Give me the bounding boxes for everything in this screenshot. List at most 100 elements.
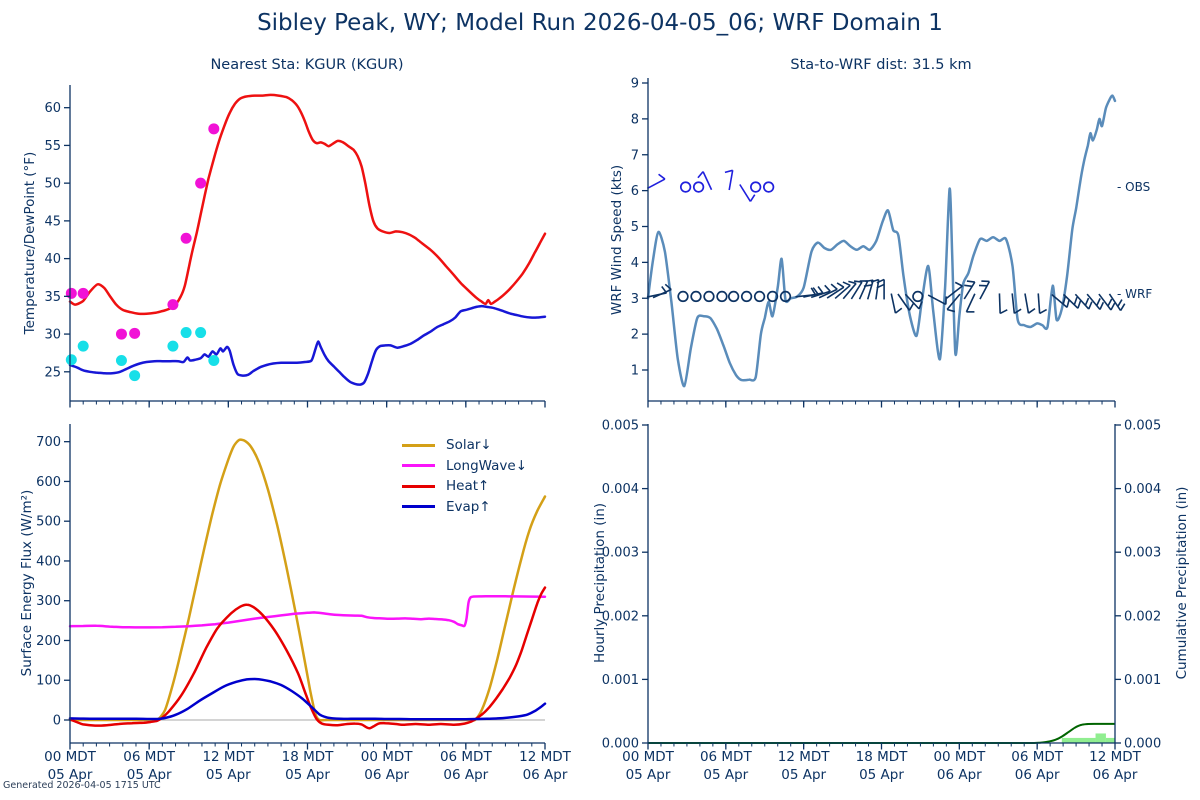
svg-text:12 MDT: 12 MDT — [778, 749, 831, 765]
wind-panel: 1 2 3 4 5 6 7 8 9 — [631, 77, 1126, 408]
svg-text:3: 3 — [631, 292, 639, 307]
energy-y-axis-label: Surface Energy Flux (W/m²) — [19, 489, 35, 677]
heat-line — [68, 586, 547, 730]
svg-text:0.001: 0.001 — [602, 673, 639, 688]
obs-dewpoint-dot — [180, 327, 192, 339]
svg-text:7: 7 — [631, 148, 639, 163]
svg-text:600: 600 — [36, 475, 61, 490]
legend-label-solar: Solar↓ — [446, 437, 492, 454]
obs-temperature-dot — [167, 299, 179, 311]
svg-text:8: 8 — [631, 112, 639, 127]
svg-text:06 MDT: 06 MDT — [700, 749, 753, 765]
svg-text:9: 9 — [631, 77, 639, 92]
obs-barb-row-label: - OBS — [1117, 180, 1151, 194]
svg-text:25: 25 — [44, 365, 61, 380]
svg-text:0.002: 0.002 — [602, 609, 639, 624]
obs-temperature-dot — [129, 327, 141, 339]
legend-label-longwave: LongWave↓ — [446, 457, 528, 474]
svg-text:200: 200 — [36, 634, 61, 649]
solar-line — [68, 438, 547, 722]
svg-text:0.004: 0.004 — [602, 482, 639, 497]
svg-text:0.001: 0.001 — [1124, 673, 1161, 688]
svg-text:0.003: 0.003 — [1124, 546, 1161, 561]
obs-dewpoint-dot — [195, 327, 207, 339]
obs-temperature-dot — [65, 287, 77, 299]
precip-panel: 0.000 0.000 0.001 0.001 0.002 0.002 0.003 0.003… — [602, 419, 1161, 784]
svg-text:06 Apr: 06 Apr — [364, 767, 409, 783]
obs-dewpoint-dot — [65, 354, 77, 366]
svg-text:300: 300 — [36, 594, 61, 609]
nearest-station-subtitle: Nearest Sta: KGUR (KGUR) — [210, 57, 404, 73]
svg-text:60: 60 — [44, 101, 61, 116]
svg-text:12 MDT: 12 MDT — [202, 749, 255, 765]
svg-text:35: 35 — [44, 290, 61, 305]
station-distance-subtitle: Sta-to-WRF dist: 31.5 km — [790, 57, 972, 73]
svg-text:06 MDT: 06 MDT — [440, 749, 493, 765]
svg-text:0.000: 0.000 — [1124, 737, 1161, 752]
svg-text:06 MDT: 06 MDT — [1011, 749, 1064, 765]
svg-text:05 Apr: 05 Apr — [781, 767, 826, 783]
svg-text:05 Apr: 05 Apr — [206, 767, 251, 783]
svg-text:0.004: 0.004 — [1124, 482, 1161, 497]
svg-text:05 Apr: 05 Apr — [285, 767, 330, 783]
obs-temperature-dot — [208, 123, 220, 135]
svg-text:06 Apr: 06 Apr — [443, 767, 488, 783]
energy-legend: Solar↓ LongWave↓ Heat↑ Evap↑ — [402, 435, 527, 517]
svg-text:0.002: 0.002 — [1124, 609, 1161, 624]
svg-text:6: 6 — [631, 184, 639, 199]
svg-text:50: 50 — [44, 177, 61, 192]
svg-text:00 MDT: 00 MDT — [44, 749, 97, 765]
svg-text:0: 0 — [53, 714, 61, 729]
legend-item-longwave: LongWave↓ — [402, 456, 527, 477]
obs-dewpoint-dot — [77, 340, 89, 352]
svg-text:55: 55 — [44, 139, 61, 154]
svg-text:06 Apr: 06 Apr — [1093, 767, 1138, 783]
svg-text:05 Apr: 05 Apr — [626, 767, 671, 783]
evap-line-swatch — [402, 505, 435, 509]
svg-text:40: 40 — [44, 252, 61, 267]
svg-text:0.005: 0.005 — [602, 419, 639, 434]
svg-text:00 MDT: 00 MDT — [622, 749, 675, 765]
svg-text:12 MDT: 12 MDT — [1089, 749, 1142, 765]
cumulative-precip-line — [648, 722, 1115, 744]
obs-temperature-dot — [115, 328, 127, 340]
svg-text:700: 700 — [36, 435, 61, 450]
svg-text:500: 500 — [36, 515, 61, 530]
longwave-line-swatch — [402, 464, 435, 468]
wrf-wind-speed-line — [646, 94, 1117, 388]
obs-temperature-dot — [180, 232, 192, 244]
legend-label-evap: Evap↑ — [446, 498, 491, 515]
evap-line — [68, 677, 547, 721]
legend-label-heat: Heat↑ — [446, 478, 490, 495]
svg-text:05 Apr: 05 Apr — [48, 767, 93, 783]
legend-item-evap: Evap↑ — [402, 497, 527, 518]
obs-dewpoint-dot — [115, 354, 127, 366]
svg-text:0.003: 0.003 — [602, 546, 639, 561]
svg-text:400: 400 — [36, 554, 61, 569]
svg-text:100: 100 — [36, 674, 61, 689]
svg-text:12 MDT: 12 MDT — [519, 749, 572, 765]
obs-dewpoint-dot — [208, 354, 220, 366]
generated-timestamp: Generated 2026-04-05 1715 UTC — [3, 780, 161, 791]
svg-text:05 Apr: 05 Apr — [127, 767, 172, 783]
cumulative-precip-y-axis-label: Cumulative Precipitation (in) — [1174, 486, 1190, 680]
legend-item-heat: Heat↑ — [402, 476, 527, 497]
solar-line-swatch — [402, 443, 435, 447]
svg-text:45: 45 — [44, 214, 61, 229]
svg-text:5: 5 — [631, 220, 639, 235]
temperature-panel: 25 30 35 40 45 50 55 60 — [44, 85, 547, 408]
svg-text:18 MDT: 18 MDT — [282, 749, 335, 765]
svg-text:06 MDT: 06 MDT — [123, 749, 176, 765]
svg-text:18 MDT: 18 MDT — [856, 749, 909, 765]
heat-line-swatch — [402, 484, 435, 488]
svg-text:0.005: 0.005 — [1124, 419, 1161, 434]
svg-text:1: 1 — [631, 364, 639, 379]
wrf-barb-row-label: - WRF — [1117, 287, 1153, 301]
svg-text:06 Apr: 06 Apr — [523, 767, 568, 783]
temperature-y-axis-label: Temperature/DewPoint (°F) — [22, 151, 38, 335]
svg-text:0.000: 0.000 — [602, 737, 639, 752]
svg-text:2: 2 — [631, 328, 639, 343]
svg-text:00 MDT: 00 MDT — [361, 749, 414, 765]
figure-title: Sibley Peak, WY; Model Run 2026-04-05_06… — [257, 10, 943, 36]
